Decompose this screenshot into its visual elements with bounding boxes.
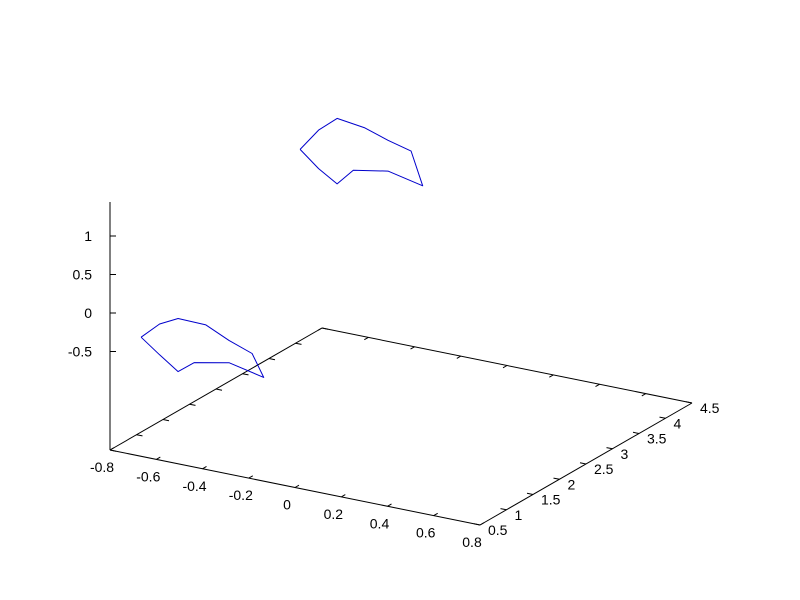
y-tick-mark-left — [136, 434, 143, 437]
y-tick-label: 2.5 — [594, 461, 614, 477]
y-tick-mark — [473, 523, 481, 526]
y-tick-label: 3 — [621, 446, 629, 462]
x-tick-label: 0.2 — [324, 506, 344, 522]
y-tick-mark-left — [268, 358, 276, 361]
x-tick-mark — [109, 447, 115, 451]
x-tick-mark — [202, 465, 207, 470]
y-tick-label: 1 — [515, 507, 523, 523]
x-tick-mark — [294, 484, 300, 488]
y-tick-mark-left — [109, 449, 117, 452]
x-tick-label: 0 — [283, 497, 291, 513]
y-tick-mark — [632, 431, 640, 434]
series-line-0 — [140, 318, 265, 378]
x-tick-mark-back — [502, 365, 508, 369]
y-tick-mark — [553, 477, 560, 480]
x-tick-mark — [479, 522, 485, 526]
y-tick-mark — [685, 401, 693, 404]
y-tick-label: 4.5 — [700, 400, 720, 416]
x-tick-label: -0.6 — [136, 468, 160, 484]
y-tick-mark-left — [295, 342, 302, 345]
x-tick-label: -0.8 — [90, 459, 114, 475]
x-tick-mark — [248, 475, 254, 479]
x-tick-mark-back — [364, 336, 369, 341]
x-tick-mark — [341, 494, 346, 498]
y-tick-mark — [659, 416, 666, 419]
x-tick-label: -0.4 — [182, 478, 206, 494]
axes-group — [109, 202, 693, 526]
x-tick-label: -0.2 — [229, 487, 253, 503]
y-tick-mark-left — [189, 403, 196, 406]
x-tick-mark — [387, 503, 392, 507]
z-tick-label: -0.5 — [68, 344, 92, 360]
y-tick-mark — [500, 508, 507, 511]
tick-labels-group: -0.8 -0.6 -0.4 -0.2 0 0.2 0.4 0.6 0.8 0.5 1 1.5 2 2.5… — [68, 228, 720, 550]
z-tick-label: 1 — [84, 228, 92, 244]
y-tick-label: 0.5 — [488, 522, 508, 538]
y-tick-label: 4 — [674, 415, 682, 431]
z-tick-label: 0 — [84, 305, 92, 321]
x-tick-mark-back — [595, 383, 600, 388]
y-tick-label: 3.5 — [647, 431, 667, 447]
series-line-1 — [299, 117, 424, 187]
x-tick-mark — [156, 456, 161, 460]
y-tick-label: 1.5 — [541, 492, 561, 508]
y-tick-mark — [526, 492, 534, 495]
series-group — [140, 117, 424, 378]
x-tick-mark-back — [549, 374, 554, 378]
z-tick-label: 0.5 — [73, 267, 93, 283]
x-tick-mark-back — [641, 393, 647, 397]
y-tick-mark-left — [321, 327, 329, 330]
x-tick-mark-back — [456, 355, 462, 359]
x-tick-label: 0.8 — [462, 534, 482, 550]
x-tick-mark — [433, 512, 438, 517]
y-tick-mark-left — [162, 419, 170, 422]
y-tick-mark — [606, 447, 613, 450]
y-tick-mark-left — [215, 388, 223, 391]
x-tick-label: 0.4 — [370, 515, 390, 531]
y-tick-mark-left — [242, 373, 249, 376]
x-tick-mark-back — [410, 346, 415, 350]
x-tick-mark-back — [317, 327, 323, 331]
x-tick-label: 0.6 — [416, 525, 436, 541]
y-tick-mark — [579, 462, 587, 465]
y-tick-label: 2 — [568, 476, 576, 492]
